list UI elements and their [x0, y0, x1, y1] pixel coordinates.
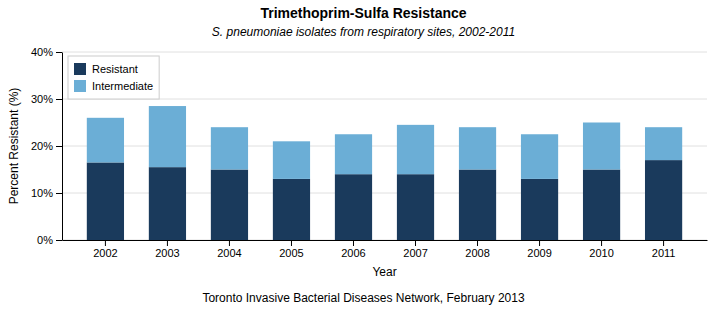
- legend-label: Resistant: [92, 63, 138, 75]
- bar: [273, 179, 310, 240]
- bar: [645, 160, 682, 240]
- bar: [335, 174, 372, 240]
- x-axis: 2002 2003 2004 2005 2006 2007 2008 2009 2010 2011: [63, 240, 708, 259]
- x-tick: 2008: [465, 240, 489, 259]
- x-tick: 2003: [155, 240, 179, 259]
- x-tick-mark: [601, 240, 602, 246]
- x-tick-mark: [477, 240, 478, 246]
- x-tick: 2011: [652, 240, 676, 259]
- bar: [273, 141, 310, 179]
- x-tick-label: 2010: [589, 247, 613, 259]
- bar: [645, 127, 682, 160]
- x-tick: 2005: [279, 240, 303, 259]
- y-tick-mark: [56, 146, 62, 147]
- bar: [583, 170, 620, 241]
- x-tick-mark: [105, 240, 106, 246]
- footer: Toronto Invasive Bacterial Diseases Netw…: [202, 291, 524, 305]
- plot: 2002 2003 2004 2005 2006 2007 2008 2009 2010 2011…: [7, 46, 708, 279]
- bar: [149, 167, 186, 240]
- bar: [211, 170, 248, 241]
- legend-swatch: [74, 80, 86, 92]
- grid: [62, 52, 707, 240]
- y-tick-label: 10%: [31, 187, 53, 199]
- x-tick-label: 2005: [279, 247, 303, 259]
- x-tick-mark: [291, 240, 292, 246]
- x-tick-label: 2011: [652, 247, 676, 259]
- x-tick-label: 2007: [403, 247, 427, 259]
- bar: [521, 179, 558, 240]
- y-tick-mark: [56, 240, 62, 241]
- x-tick-label: 2006: [341, 247, 365, 259]
- x-axis-line: [63, 240, 708, 241]
- x-tick-label: 2002: [93, 247, 117, 259]
- y-axis: 0% 10% 20% 30% 40%: [31, 46, 63, 246]
- x-tick: 2004: [217, 240, 241, 259]
- x-tick: 2010: [589, 240, 613, 259]
- bar: [397, 174, 434, 240]
- y-tick: 30%: [31, 93, 62, 105]
- y-tick-mark: [56, 99, 62, 100]
- x-axis-title: Year: [372, 265, 396, 279]
- y-tick-label: 30%: [31, 93, 53, 105]
- y-tick-label: 20%: [31, 140, 53, 152]
- x-tick-mark: [229, 240, 230, 246]
- legend-item: Resistant: [74, 63, 138, 75]
- bar: [397, 125, 434, 174]
- bar: [583, 123, 620, 170]
- bar: [335, 134, 372, 174]
- y-tick-mark: [56, 52, 62, 53]
- x-tick-label: 2003: [155, 247, 179, 259]
- x-tick-mark: [167, 240, 168, 246]
- y-tick: 20%: [31, 140, 62, 152]
- y-tick: 40%: [31, 46, 62, 58]
- x-tick-mark: [539, 240, 540, 246]
- bar: [211, 127, 248, 169]
- subtitle: S. pneumoniae isolates from respiratory …: [212, 25, 515, 39]
- legend: Resistant Intermediate: [68, 56, 159, 99]
- x-tick: 2007: [403, 240, 427, 259]
- x-tick-label: 2008: [465, 247, 489, 259]
- legend-swatch: [74, 63, 86, 75]
- y-tick: 0%: [37, 234, 62, 246]
- x-tick-mark: [663, 240, 664, 246]
- legend-label: Intermediate: [92, 80, 153, 92]
- bar: [459, 170, 496, 241]
- legend-item: Intermediate: [74, 80, 153, 92]
- y-tick-mark: [56, 193, 62, 194]
- bar: [521, 134, 558, 179]
- y-tick-label: 0%: [37, 234, 53, 246]
- title: Trimethoprim-Sulfa Resistance: [260, 5, 466, 21]
- bar: [87, 162, 124, 240]
- bars: [87, 106, 682, 240]
- chart: Trimethoprim-Sulfa Resistance S. pneumoni…: [0, 0, 727, 310]
- y-tick: 10%: [31, 187, 62, 199]
- x-tick: 2002: [93, 240, 117, 259]
- bar: [87, 118, 124, 163]
- y-axis-line: [62, 53, 63, 241]
- x-tick: 2009: [527, 240, 551, 259]
- x-tick-label: 2004: [217, 247, 241, 259]
- bar: [149, 106, 186, 167]
- legend-box: [68, 56, 159, 99]
- grid-line: [62, 52, 707, 53]
- x-tick-label: 2009: [527, 247, 551, 259]
- bar: [459, 127, 496, 169]
- x-tick-mark: [415, 240, 416, 246]
- y-axis-title: Percent Resistant (%): [7, 88, 21, 205]
- x-tick-mark: [353, 240, 354, 246]
- y-tick-label: 40%: [31, 46, 53, 58]
- x-tick: 2006: [341, 240, 365, 259]
